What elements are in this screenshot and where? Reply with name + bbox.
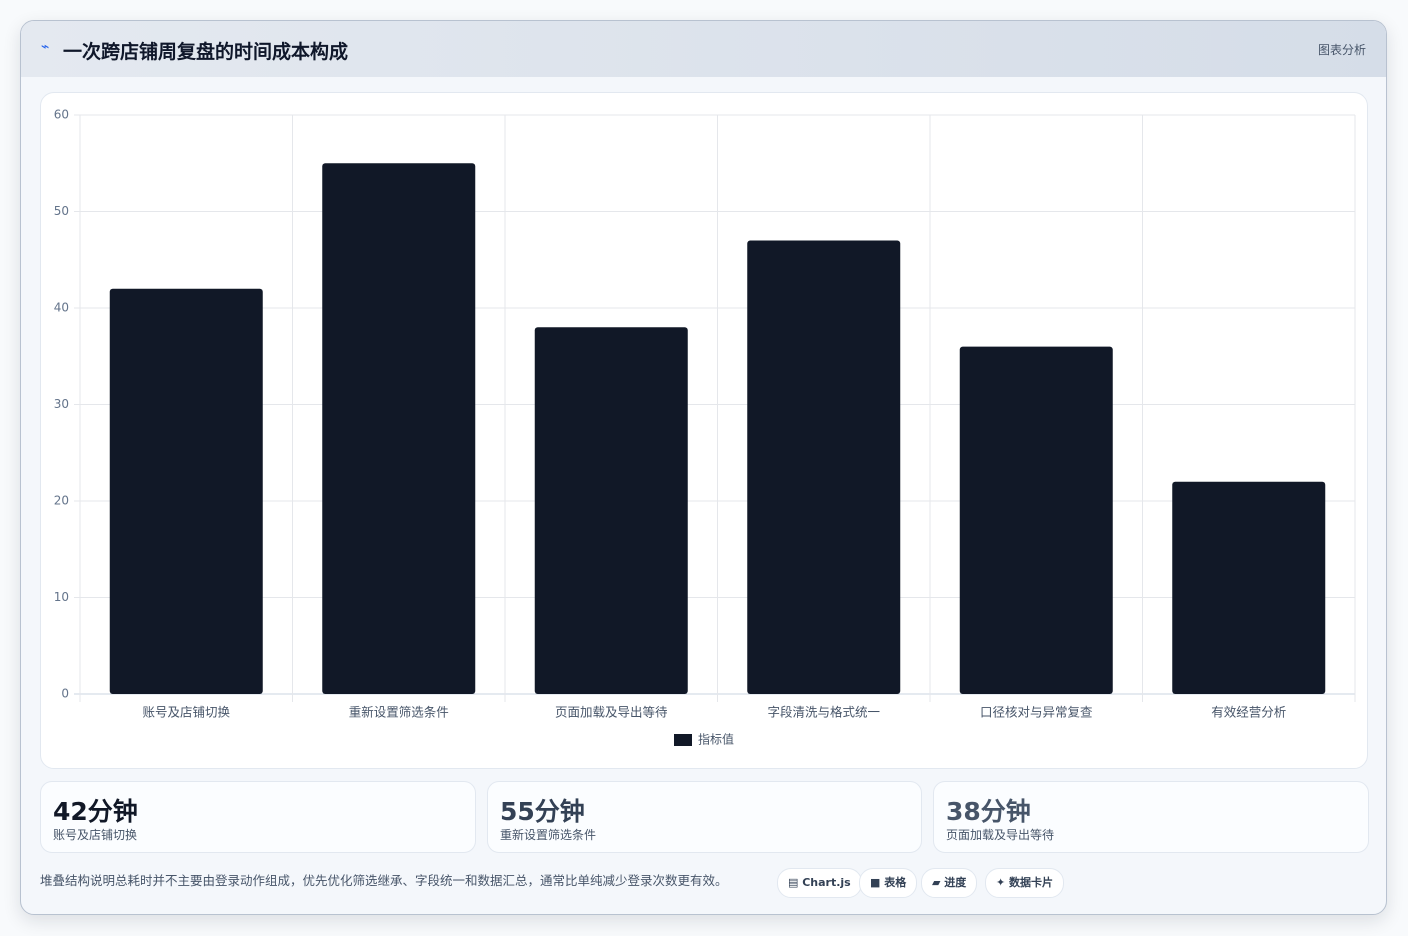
x-tick-label: 字段清洗与格式统一	[767, 705, 880, 720]
bar	[109, 288, 263, 694]
x-tick-label: 重新设置筛选条件	[349, 705, 449, 720]
stat-card: 42分钟 账号及店铺切换	[40, 781, 476, 853]
stat-value: 42分钟	[53, 797, 138, 826]
bar	[322, 163, 476, 694]
y-tick-label: 40	[54, 301, 69, 315]
bar	[959, 346, 1113, 694]
stat-label: 账号及店铺切换	[53, 828, 138, 842]
stat-label: 重新设置筛选条件	[500, 828, 597, 842]
bar	[747, 240, 901, 694]
x-tick-label: 有效经营分析	[1211, 705, 1286, 720]
y-tick-label: 30	[54, 397, 69, 411]
bar	[534, 327, 688, 694]
header-bar: ⌁ 一次跨店铺周复盘的时间成本构成 图表分析	[21, 21, 1386, 77]
header-title: 一次跨店铺周复盘的时间成本构成	[63, 41, 349, 63]
chip[interactable]: ■ 表格	[859, 868, 918, 898]
x-tick-label: 口径核对与异常复查	[980, 705, 1093, 720]
stat-label: 页面加载及导出等待	[946, 828, 1055, 842]
y-tick-label: 20	[54, 494, 69, 508]
bar	[1172, 481, 1326, 694]
chip[interactable]: ▰ 进度	[921, 868, 978, 898]
chart: 0 10 20 30 40 50 60 账号及店铺切换 重新设置筛选条件 页面加载及导出等待 字段清…	[54, 108, 1356, 747]
footer-note: 堆叠结构说明总耗时并不主要由登录动作组成，优先优化筛选继承、字段统一和数据汇总，…	[40, 873, 728, 888]
legend-label: 指标值	[698, 732, 734, 747]
legend-swatch	[674, 734, 692, 746]
chip[interactable]: ✦ 数据卡片	[985, 868, 1065, 898]
y-tick-label: 60	[54, 108, 69, 122]
y-tick-label: 50	[54, 204, 69, 218]
stat-value: 55分钟	[500, 797, 585, 826]
stat-card: 38分钟 页面加载及导出等待	[933, 781, 1369, 853]
stat-value: 38分钟	[946, 797, 1031, 826]
x-tick-label: 页面加载及导出等待	[555, 705, 668, 720]
header-icon: ⌁	[41, 39, 50, 55]
y-tick-label: 0	[61, 687, 69, 701]
chip[interactable]: ▤ Chart.js	[777, 868, 862, 898]
stat-card: 55分钟 重新设置筛选条件	[487, 781, 922, 853]
header-tag: 图表分析	[1317, 43, 1366, 57]
y-tick-label: 10	[54, 590, 69, 604]
x-tick-label: 账号及店铺切换	[142, 705, 230, 720]
